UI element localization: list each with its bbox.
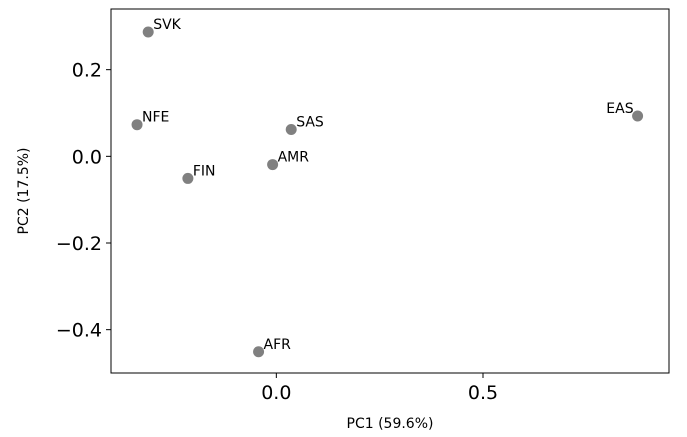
x-tick-label: 0.5 [468, 382, 498, 404]
y-tick-label: −0.2 [56, 233, 102, 255]
y-axis-ticks: 0.2 0.0 −0.2 −0.4 [56, 60, 111, 342]
plot-frame [110, 8, 670, 374]
point-label-amr: AMR [278, 150, 310, 166]
y-tick-label: 0.0 [72, 146, 102, 168]
y-axis-label: PC2 (17.5%) [16, 148, 32, 235]
point-nfe [131, 119, 143, 131]
x-axis-ticks: 0.0 0.5 [261, 373, 498, 404]
y-tick-label: −0.4 [56, 320, 102, 342]
point-label-afr: AFR [264, 337, 292, 353]
point-label-svk: SVK [153, 17, 181, 33]
point-sas [285, 123, 297, 135]
x-tick-label: 0.0 [261, 382, 291, 404]
y-tick-label: 0.2 [72, 60, 102, 82]
point-amr [267, 159, 279, 171]
data-points: SVK NFE FIN AMR SAS AFR EAS [131, 17, 644, 358]
point-label-fin: FIN [193, 163, 216, 179]
point-fin [182, 172, 194, 184]
x-axis-label: PC1 (59.6%) [347, 416, 434, 432]
point-label-eas: EAS [606, 101, 633, 117]
point-eas [632, 110, 644, 122]
point-svk [142, 26, 154, 38]
point-label-sas: SAS [296, 114, 324, 130]
point-label-nfe: NFE [142, 110, 169, 126]
point-afr [253, 346, 265, 358]
